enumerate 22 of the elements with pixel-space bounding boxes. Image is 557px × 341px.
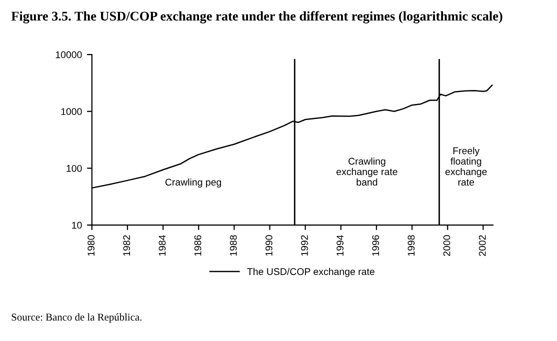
- x-tick-label: 2000: [443, 235, 450, 256]
- legend-label: The USD/COP exchange rate: [247, 268, 374, 277]
- x-tick-label: 1988: [230, 235, 237, 256]
- x-tick-label: 1980: [88, 235, 95, 256]
- annotation: Crawling exchange rate band: [336, 158, 398, 186]
- source-note: Source: Banco de la República.: [12, 313, 142, 323]
- y-tick-label: 100: [66, 164, 82, 172]
- x-tick-label: 1994: [336, 235, 344, 256]
- x-tick-label: 1982: [123, 235, 130, 256]
- annotation: Freely floating exchange rate: [445, 147, 487, 186]
- x-tick-label: 1998: [408, 235, 415, 256]
- y-tick-label: 1000: [61, 108, 82, 116]
- x-tick-label: 2002: [478, 235, 486, 256]
- annotation: Crawling peg: [165, 178, 222, 188]
- x-tick-label: 1986: [194, 235, 202, 256]
- y-tick-label: 10000: [56, 51, 82, 58]
- x-tick-label: 1990: [265, 235, 272, 256]
- chart-title: Figure 3.5. The USD/COP exchange rate under the different regimes (logarithmic scale): [11, 11, 502, 24]
- y-tick-label: 10: [72, 222, 82, 229]
- x-tick-label: 1992: [301, 235, 308, 256]
- x-tick-label: 1984: [158, 235, 166, 256]
- x-tick-label: 1996: [372, 235, 380, 256]
